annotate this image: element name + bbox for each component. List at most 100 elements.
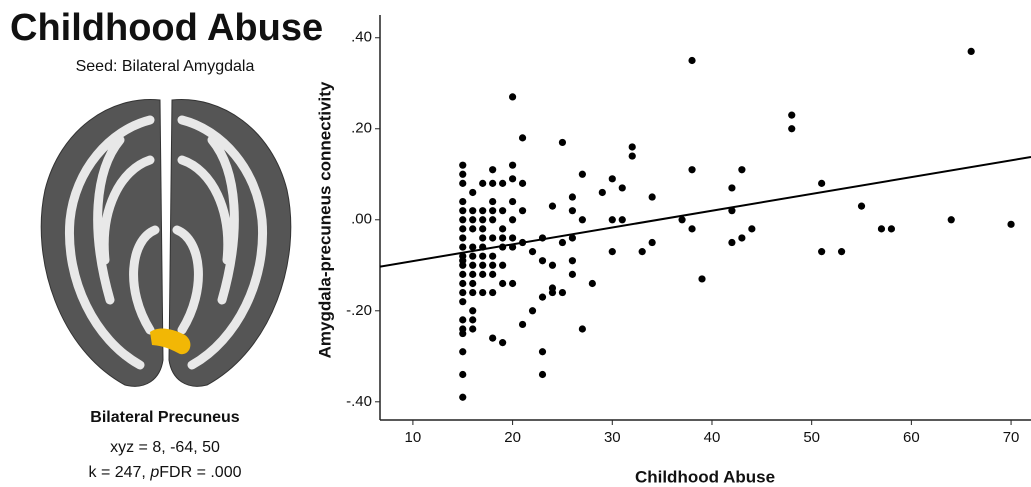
data-point: [878, 225, 885, 232]
y-tick-label: -.20: [346, 302, 372, 319]
data-point: [509, 162, 516, 169]
data-point: [519, 134, 526, 141]
data-point: [509, 93, 516, 100]
data-point: [559, 289, 566, 296]
y-tick-label: .20: [351, 120, 372, 137]
data-point: [469, 307, 476, 314]
data-point: [489, 262, 496, 269]
stats-label: k = 247, pFDR = .000: [89, 464, 242, 481]
brain-image: [41, 100, 291, 387]
data-point: [509, 234, 516, 241]
data-point: [579, 216, 586, 223]
data-point: [459, 316, 466, 323]
data-point: [489, 198, 496, 205]
data-point: [858, 203, 865, 210]
data-point: [678, 216, 685, 223]
data-point: [688, 166, 695, 173]
data-point: [569, 193, 576, 200]
data-point: [469, 225, 476, 232]
data-point: [489, 166, 496, 173]
data-point: [619, 184, 626, 191]
data-point: [469, 189, 476, 196]
coords-label: xyz = 8, -64, 50: [110, 439, 220, 456]
data-point: [519, 207, 526, 214]
trend-line: [380, 157, 1031, 267]
data-point: [639, 248, 646, 255]
data-point: [459, 330, 466, 337]
data-point: [469, 262, 476, 269]
y-tick-label: .00: [351, 211, 372, 228]
data-point: [479, 271, 486, 278]
y-axis-label: Amygdala-precuneus connectivity: [315, 81, 334, 358]
data-point: [489, 253, 496, 260]
data-point: [688, 57, 695, 64]
data-point: [489, 289, 496, 296]
data-point: [539, 348, 546, 355]
data-point: [469, 325, 476, 332]
data-point: [459, 180, 466, 187]
x-tick-label: 40: [704, 429, 721, 446]
data-point: [459, 225, 466, 232]
data-point: [459, 198, 466, 205]
data-point: [738, 234, 745, 241]
data-point: [529, 307, 536, 314]
data-point: [549, 203, 556, 210]
data-point: [539, 294, 546, 301]
data-point: [489, 334, 496, 341]
data-point: [459, 234, 466, 241]
data-point: [569, 271, 576, 278]
figure: Childhood Abuse Seed: Bilateral Amygdala…: [0, 0, 1031, 487]
data-point: [469, 216, 476, 223]
data-point: [459, 207, 466, 214]
brain-panel: Childhood Abuse Seed: Bilateral Amygdala…: [10, 7, 323, 481]
x-tick-label: 60: [903, 429, 920, 446]
data-point: [579, 325, 586, 332]
y-tick-label: .40: [351, 29, 372, 46]
data-point: [479, 234, 486, 241]
data-point: [609, 248, 616, 255]
data-point: [838, 248, 845, 255]
data-point: [459, 394, 466, 401]
data-point: [459, 162, 466, 169]
data-point: [499, 262, 506, 269]
data-point: [559, 239, 566, 246]
data-point: [519, 180, 526, 187]
data-point: [479, 289, 486, 296]
panel-subtitle: Seed: Bilateral Amygdala: [76, 58, 255, 75]
data-point: [479, 253, 486, 260]
data-point: [569, 257, 576, 264]
data-point: [888, 225, 895, 232]
data-point: [519, 321, 526, 328]
data-point: [738, 166, 745, 173]
data-point: [469, 289, 476, 296]
data-point: [479, 180, 486, 187]
data-point: [788, 125, 795, 132]
data-point: [459, 262, 466, 269]
data-point: [509, 198, 516, 205]
data-point: [479, 262, 486, 269]
data-point: [728, 184, 735, 191]
stats-part: FDR = .000: [159, 464, 241, 481]
data-point: [459, 271, 466, 278]
data-point: [609, 175, 616, 182]
data-point: [539, 257, 546, 264]
data-point: [948, 216, 955, 223]
stats-part: k = 247,: [89, 464, 151, 481]
data-point: [529, 248, 536, 255]
data-point: [649, 193, 656, 200]
data-point: [619, 216, 626, 223]
data-point: [489, 234, 496, 241]
panel-title: Childhood Abuse: [10, 7, 323, 49]
data-point: [479, 225, 486, 232]
data-point: [629, 152, 636, 159]
data-point: [469, 253, 476, 260]
data-point: [489, 180, 496, 187]
data-point: [459, 243, 466, 250]
data-point: [688, 225, 695, 232]
data-point: [569, 207, 576, 214]
data-point: [818, 248, 825, 255]
data-point: [489, 271, 496, 278]
data-point: [509, 216, 516, 223]
data-point: [499, 234, 506, 241]
x-tick-label: 50: [803, 429, 820, 446]
